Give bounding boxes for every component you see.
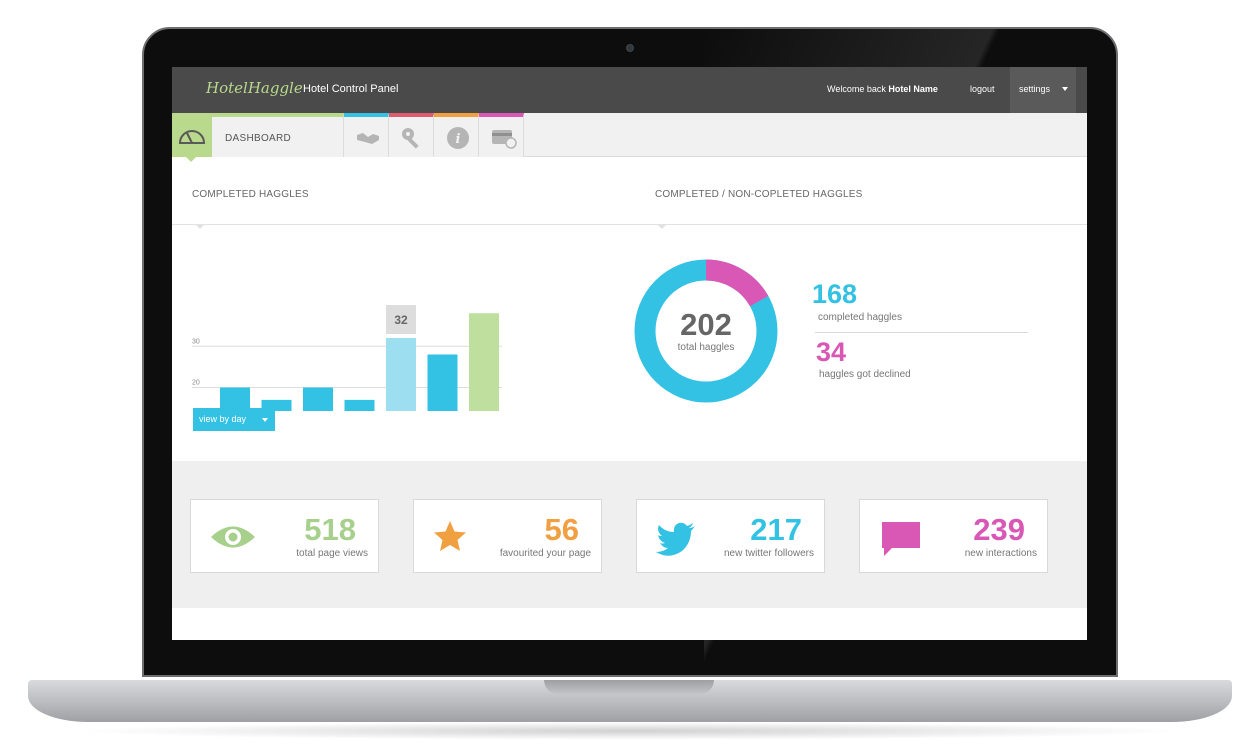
- key-icon: [402, 128, 419, 149]
- tab-dashboard-label: DASHBOARD: [225, 133, 292, 144]
- card-interactions[interactable]: 239 new interactions: [859, 499, 1048, 573]
- settings-dropdown[interactable]: settings: [1010, 67, 1076, 113]
- left-pointer: [195, 224, 205, 229]
- bar-value-label: 32: [394, 313, 408, 327]
- tab-info[interactable]: i: [434, 113, 479, 157]
- bar[interactable]: [427, 354, 458, 412]
- page-views-count: 518: [304, 512, 356, 547]
- tab-access[interactable]: [389, 113, 434, 157]
- page-views-label: total page views: [296, 548, 368, 559]
- speedometer-icon: [178, 130, 206, 144]
- bar[interactable]: [344, 399, 375, 411]
- declined-label: haggles got declined: [819, 369, 911, 380]
- view-by-day-label: view by day: [199, 414, 247, 424]
- favourites-count: 56: [544, 512, 579, 547]
- bar[interactable]: [261, 399, 292, 411]
- app-title: Hotel Control Panel: [303, 83, 399, 95]
- dashboard-icon-box: [172, 113, 212, 162]
- chevron-down-icon: [1062, 87, 1068, 91]
- view-by-day-dropdown[interactable]: view by day: [193, 408, 275, 431]
- tab-haggles[interactable]: [344, 113, 389, 157]
- declined-count: 34: [816, 337, 847, 367]
- interactions-label: new interactions: [964, 548, 1037, 559]
- favourites-label: favourited your page: [499, 548, 591, 559]
- completed-label: completed haggles: [818, 312, 902, 323]
- bar[interactable]: [303, 387, 333, 412]
- settings-label: settings: [1019, 84, 1051, 94]
- handshake-icon: [357, 133, 379, 144]
- right-pointer: [657, 224, 667, 229]
- completed-count: 168: [812, 279, 858, 309]
- donut-declined-arc: [634, 259, 778, 403]
- camera-icon: [626, 44, 634, 52]
- y-tick-label: 20: [192, 380, 200, 387]
- credit-card-icon: [492, 130, 517, 149]
- donut-total: 202: [680, 307, 732, 342]
- y-tick-label: 30: [192, 338, 200, 345]
- hotel-name: Hotel Name: [888, 84, 938, 94]
- donut-total-label: total haggles: [677, 342, 735, 353]
- card-twitter[interactable]: 217 new twitter followers: [636, 499, 825, 573]
- laptop-shadow: [70, 722, 1190, 740]
- laptop-notch: [544, 680, 714, 694]
- tab-bar: DASHBOARD i: [172, 113, 1087, 162]
- speech-bubble-icon: [882, 522, 920, 556]
- svg-text:i: i: [456, 132, 461, 147]
- welcome-prefix: Welcome back: [827, 84, 886, 94]
- twitter-bird-icon: [656, 522, 695, 556]
- donut-chart[interactable]: [632, 257, 780, 405]
- dashboard-screen: HotelHaggle Hotel Control Panel Welcome …: [172, 67, 1087, 640]
- bar[interactable]: [469, 313, 499, 411]
- bar[interactable]: [386, 338, 416, 411]
- bar-value-tooltip: [386, 305, 416, 334]
- card-favourites[interactable]: 56 favourited your page: [413, 499, 602, 573]
- eye-icon: [211, 526, 255, 548]
- tab-dashboard[interactable]: DASHBOARD: [172, 113, 344, 162]
- welcome-message: Welcome back Hotel Name: [827, 84, 938, 94]
- logo[interactable]: HotelHaggle: [206, 79, 303, 97]
- card-page-views[interactable]: 518 total page views: [190, 499, 379, 573]
- bar-chart[interactable]: 010203032: [172, 225, 512, 411]
- interactions-count: 239: [973, 512, 1025, 547]
- section-divider: [172, 224, 1087, 225]
- donut-heading: COMPLETED / NON-COPLETED HAGGLES: [655, 189, 863, 200]
- twitter-count: 217: [750, 512, 802, 547]
- info-icon: i: [447, 127, 469, 149]
- logout-link[interactable]: logout: [970, 84, 995, 94]
- star-icon: [434, 521, 466, 551]
- completed-haggles-heading: COMPLETED HAGGLES: [192, 189, 309, 200]
- bar[interactable]: [220, 387, 250, 412]
- chevron-down-icon: [262, 418, 268, 422]
- tab-payments[interactable]: [479, 113, 524, 157]
- twitter-label: new twitter followers: [723, 548, 814, 559]
- stats-divider: [815, 332, 1028, 333]
- top-navbar: HotelHaggle Hotel Control Panel Welcome …: [172, 67, 1087, 113]
